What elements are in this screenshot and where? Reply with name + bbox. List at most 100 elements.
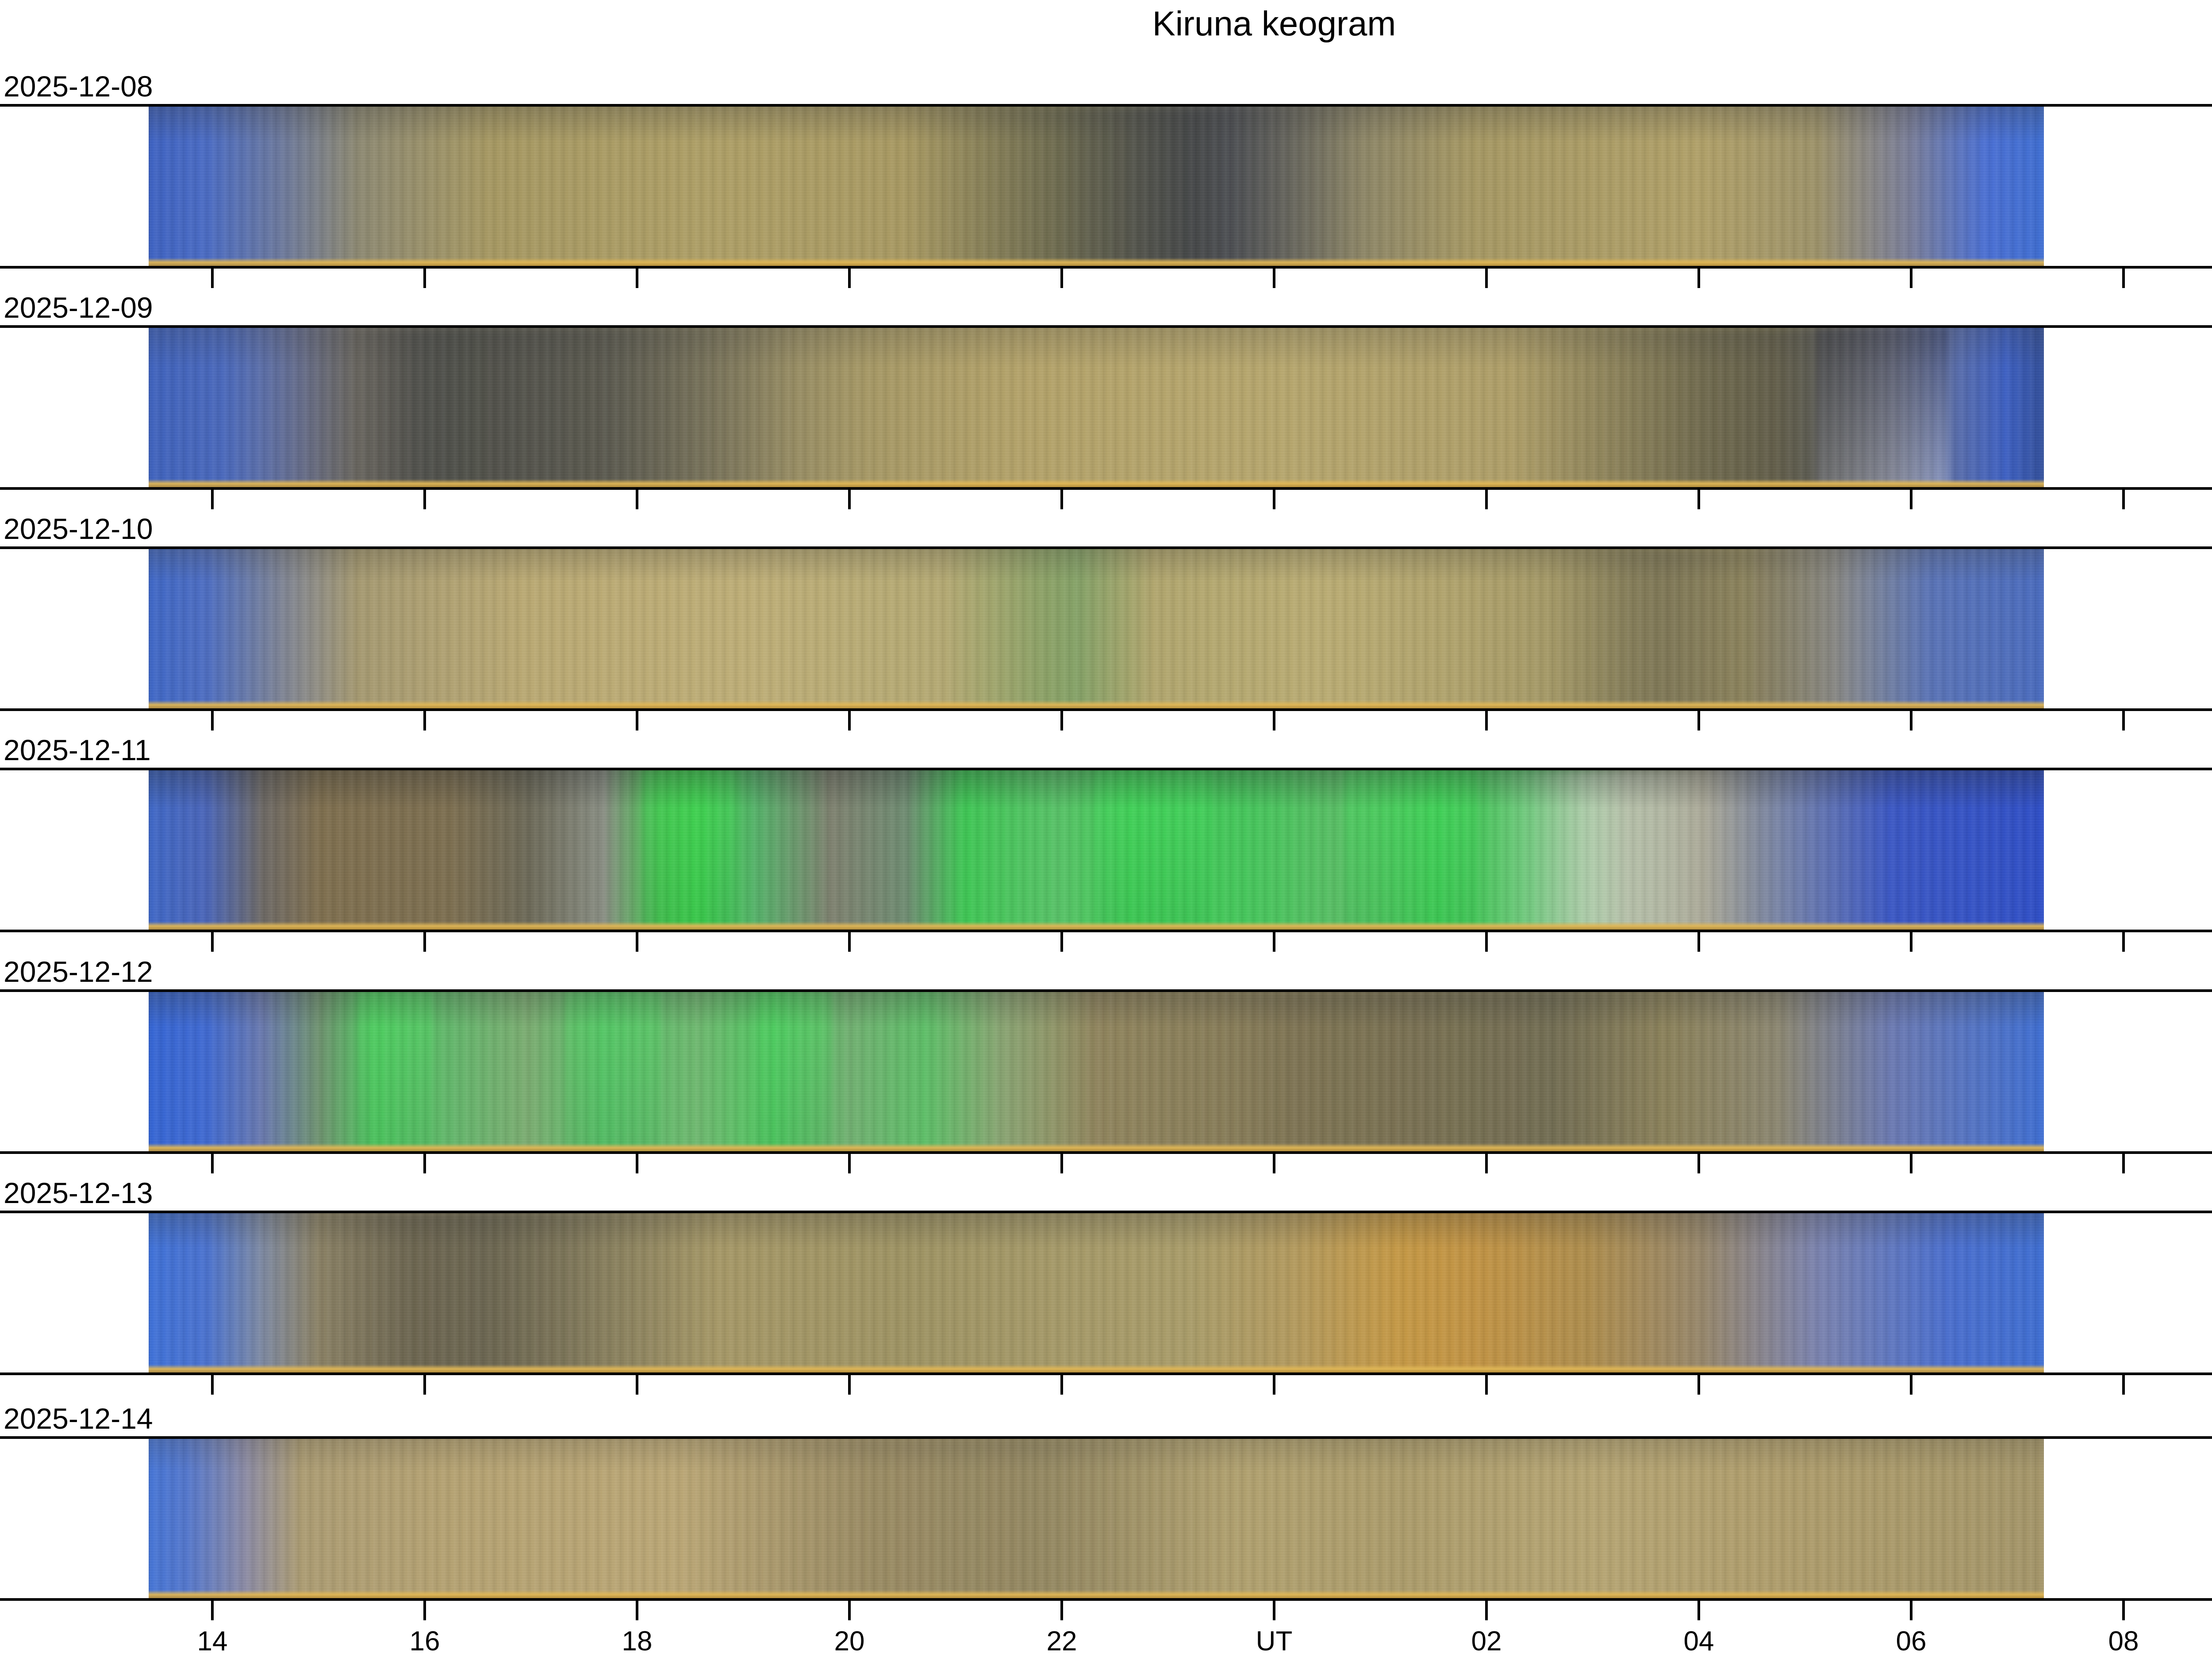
keogram-noise: [149, 1439, 2044, 1598]
keogram-image: [149, 992, 2044, 1151]
axis-tick: [423, 1375, 426, 1395]
panel-bottom-axis: [0, 930, 2212, 932]
axis-tick: [1910, 711, 1912, 730]
keogram-cloud-overlay: [149, 328, 2044, 487]
keogram-feature-band: [641, 770, 737, 930]
axis-tick: [211, 1601, 214, 1620]
panel-bottom-axis: [0, 487, 2212, 490]
keogram-vertical-texture: [149, 328, 2044, 487]
keogram-horizon-shade: [149, 328, 2044, 487]
axis-tick: [1060, 1375, 1063, 1395]
axis-tick: [1273, 932, 1275, 952]
axis-tick: [1060, 1154, 1063, 1173]
keogram-cloud-overlay: [149, 1439, 2044, 1598]
axis-tick: [848, 1375, 851, 1395]
panel-bottom-axis: [0, 266, 2212, 269]
axis-tick: [1910, 932, 1912, 952]
panel-top-axis: [0, 1211, 2212, 1213]
keogram-ground-glow: [149, 1365, 2044, 1373]
keogram-feature-band: [357, 992, 433, 1151]
axis-tick: [2122, 711, 2125, 730]
keogram-horizon-shade: [149, 992, 2044, 1151]
panel-bottom-axis: [0, 1598, 2212, 1601]
keogram-image: [149, 328, 2044, 487]
page-title: Kiruna keogram: [1152, 4, 1396, 43]
keogram-horizontal-texture: [149, 328, 2044, 487]
keogram-horizon-shade: [149, 1213, 2044, 1373]
axis-tick: [1910, 490, 1912, 509]
keogram-horizontal-texture: [149, 992, 2044, 1151]
axis-tick: [848, 711, 851, 730]
keogram-horizontal-texture: [149, 1213, 2044, 1373]
keogram-base-layer: [149, 1213, 2044, 1373]
panel-top-axis: [0, 104, 2212, 107]
panel-top-axis: [0, 546, 2212, 549]
keogram-horizontal-texture: [149, 1439, 2044, 1598]
keogram-ground-glow: [149, 700, 2044, 708]
axis-tick: [1273, 1154, 1275, 1173]
axis-tick: [2122, 1375, 2125, 1395]
axis-tick: [848, 269, 851, 288]
axis-tick: [848, 490, 851, 509]
axis-tick: [636, 932, 638, 952]
axis-tick: [636, 490, 638, 509]
keogram-horizon-shade: [149, 107, 2044, 266]
axis-tick: [1485, 932, 1488, 952]
keogram-cloud-overlay: [149, 992, 2044, 1151]
axis-tick: [1273, 711, 1275, 730]
keogram-ground-glow: [149, 479, 2044, 487]
axis-tick: [848, 932, 851, 952]
keogram-horizontal-texture: [149, 107, 2044, 266]
axis-tick: [1485, 269, 1488, 288]
axis-tick: [1485, 1375, 1488, 1395]
panel-date-right: 2025-12-11: [2013, 512, 2212, 546]
keogram-feature-band: [1342, 770, 1475, 930]
axis-tick: [1273, 1601, 1275, 1620]
keogram-vertical-texture: [149, 1439, 2044, 1598]
panel-date-right: 2025-12-09: [2013, 69, 2212, 103]
axis-tick: [1273, 269, 1275, 288]
axis-tick: [1060, 490, 1063, 509]
panel-top-axis: [0, 989, 2212, 992]
axis-tick: [1910, 1154, 1912, 1173]
axis-tick: [1485, 490, 1488, 509]
keogram-base-layer: [149, 992, 2044, 1151]
axis-tick: [1485, 711, 1488, 730]
axis-tick: [211, 1154, 214, 1173]
axis-tick: [211, 711, 214, 730]
panel-date-left: 2025-12-13: [4, 1176, 153, 1209]
axis-tick: [1697, 932, 1700, 952]
axis-tick: [2122, 269, 2125, 288]
axis-tick: [423, 932, 426, 952]
axis-tick: [211, 490, 214, 509]
axis-tick: [636, 711, 638, 730]
axis-tick: [423, 269, 426, 288]
panel-top-axis: [0, 768, 2212, 770]
keogram-ground-glow: [149, 922, 2044, 930]
panel-date-right: 2025-12-13: [2013, 955, 2212, 988]
axis-tick: [1697, 1154, 1700, 1173]
axis-tick: [211, 269, 214, 288]
panel-date-left: 2025-12-09: [4, 291, 153, 324]
keogram-horizon-shade: [149, 770, 2044, 930]
axis-tick: [848, 1154, 851, 1173]
axis-tick: [1273, 1375, 1275, 1395]
panel-date-right: 2025-12-14: [2013, 1176, 2212, 1210]
axis-tick: [636, 1154, 638, 1173]
axis-tick: [1273, 490, 1275, 509]
keogram-cloud-overlay: [149, 1213, 2044, 1373]
keogram-base-layer: [149, 549, 2044, 708]
keogram-base-layer: [149, 770, 2044, 930]
panel-date-right: 2025-12-10: [2013, 291, 2212, 324]
axis-tick: [1060, 711, 1063, 730]
keogram-noise: [149, 992, 2044, 1151]
panel-date-right: 2025-12-15: [2013, 1402, 2212, 1435]
axis-tick: [1697, 269, 1700, 288]
axis-tick: [1060, 269, 1063, 288]
keogram-ground-glow: [149, 258, 2044, 266]
keogram-feature-band: [1096, 770, 1210, 930]
axis-tick: [423, 711, 426, 730]
axis-tick: [1697, 1375, 1700, 1395]
axis-tick: [636, 1601, 638, 1620]
